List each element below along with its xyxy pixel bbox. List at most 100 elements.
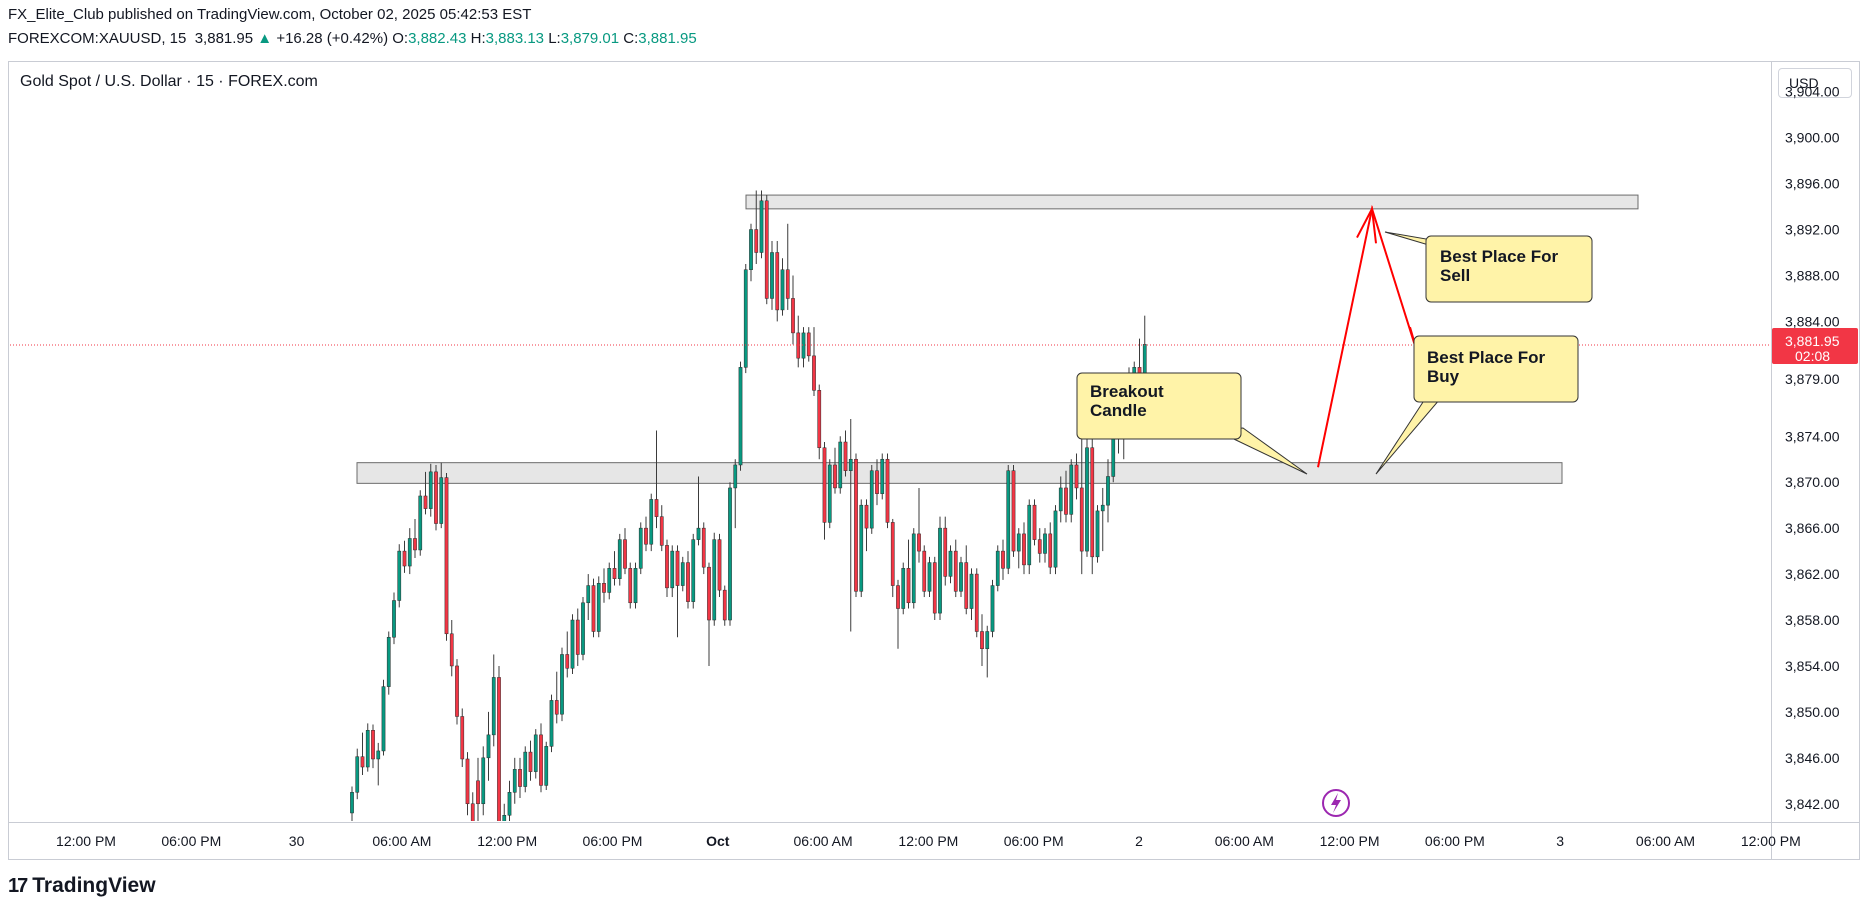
candle-body: [712, 539, 717, 621]
candle-body: [665, 545, 669, 589]
candle-body: [948, 550, 953, 577]
candle-body: [843, 441, 848, 471]
candle-body: [544, 746, 549, 786]
candle-body: [932, 562, 937, 614]
candle-body: [428, 471, 433, 509]
candle-body: [917, 533, 921, 552]
x-tick-label: 12:00 PM: [477, 833, 537, 849]
candle-body: [1064, 487, 1068, 515]
candle-body: [586, 585, 591, 604]
candle-body: [486, 734, 491, 759]
x-tick-label: 3: [1556, 833, 1564, 849]
candle-body: [507, 792, 512, 816]
candle-body: [386, 636, 391, 687]
callout-text-buy: Buy: [1427, 367, 1460, 386]
last-price: 3,881.95: [194, 30, 254, 47]
candle-body: [911, 533, 916, 604]
candle-body: [959, 562, 963, 592]
candle-body: [413, 538, 417, 551]
candle-body: [654, 499, 659, 517]
candle-body: [733, 464, 738, 489]
candle-body: [1090, 447, 1095, 558]
candle-body: [801, 332, 806, 359]
currency-button[interactable]: USD: [1778, 68, 1852, 98]
close-label: C:: [623, 30, 639, 47]
candle-body: [1043, 533, 1047, 554]
candle-body: [775, 252, 780, 311]
y-tick-label: 3,854.00: [1785, 658, 1840, 674]
candle-body: [649, 499, 654, 545]
y-tick-label: 3,888.00: [1785, 267, 1840, 283]
callout-text-buy: Best Place For: [1427, 348, 1545, 367]
candle-body: [476, 780, 480, 805]
candle-body: [392, 600, 396, 638]
y-tick-label: 3,858.00: [1785, 612, 1840, 628]
chart-frame[interactable]: [8, 61, 1860, 860]
candle-body: [953, 550, 958, 592]
x-tick-label: 2: [1135, 833, 1143, 849]
candle-body: [565, 654, 570, 669]
callout-fill-breakout: [1078, 374, 1240, 438]
candle-body: [1037, 539, 1042, 554]
candle-body: [434, 471, 438, 524]
high-label: H:: [470, 30, 486, 47]
candle-body: [1016, 533, 1021, 552]
candle-body: [449, 633, 454, 667]
candle-body: [869, 470, 874, 529]
candle-body: [581, 602, 585, 655]
candle-body: [838, 441, 843, 489]
candle-body: [969, 573, 974, 609]
callout-text-sell: Best Place For: [1440, 247, 1558, 266]
publisher-line: FX_Elite_Club published on TradingView.c…: [8, 6, 532, 23]
candle-body: [964, 562, 969, 609]
candle-body: [596, 583, 601, 632]
candle-body: [607, 568, 612, 593]
candle-body: [691, 539, 696, 602]
candle-body: [759, 200, 764, 253]
candle-body: [764, 200, 769, 299]
x-tick-label: 12:00 PM: [1741, 833, 1801, 849]
candle-body: [822, 447, 827, 523]
callout-text-breakout: Breakout: [1090, 382, 1164, 401]
candle-body: [728, 487, 732, 621]
x-tick-label: 06:00 PM: [161, 833, 221, 849]
candle-body: [644, 527, 648, 545]
y-tick-label: 3,904.00: [1785, 84, 1840, 100]
low-value: 3,879.01: [560, 30, 620, 47]
candle-body: [591, 585, 596, 632]
candle-body: [738, 367, 743, 466]
tradingview-logo-icon: 17: [8, 874, 28, 897]
y-tick-label: 3,884.00: [1785, 313, 1840, 329]
candle-body: [906, 568, 911, 604]
candle-body: [402, 550, 407, 567]
callout-text-sell: Sell: [1440, 266, 1470, 285]
tradingview-logo[interactable]: 17 TradingView: [8, 874, 156, 898]
x-tick-label: 06:00 AM: [372, 833, 431, 849]
candle-body: [927, 562, 932, 592]
candle-body: [880, 458, 885, 494]
candle-body: [418, 495, 423, 551]
candle-body: [901, 568, 906, 609]
candle-body: [575, 619, 580, 655]
y-tick-label: 3,862.00: [1785, 566, 1840, 582]
candle-body: [523, 751, 528, 787]
candle-body: [791, 298, 795, 334]
candle-body: [397, 550, 402, 601]
candle-body: [455, 665, 459, 717]
candle-body: [470, 803, 475, 821]
candle-body: [743, 269, 748, 368]
candle-body: [890, 522, 895, 586]
tradingview-brand-text: TradingView: [32, 874, 156, 897]
candle-body: [980, 631, 984, 649]
candle-body: [995, 550, 1000, 586]
candle-body: [497, 677, 501, 821]
candle-body: [875, 470, 879, 494]
time-axis-divider: [8, 822, 1860, 823]
candle-body: [680, 562, 685, 586]
candle-body: [817, 390, 822, 448]
candle-body: [560, 654, 564, 715]
lightning-event-icon: [1322, 789, 1350, 817]
candle-body: [854, 458, 858, 592]
open-value: 3,882.43: [408, 30, 467, 47]
